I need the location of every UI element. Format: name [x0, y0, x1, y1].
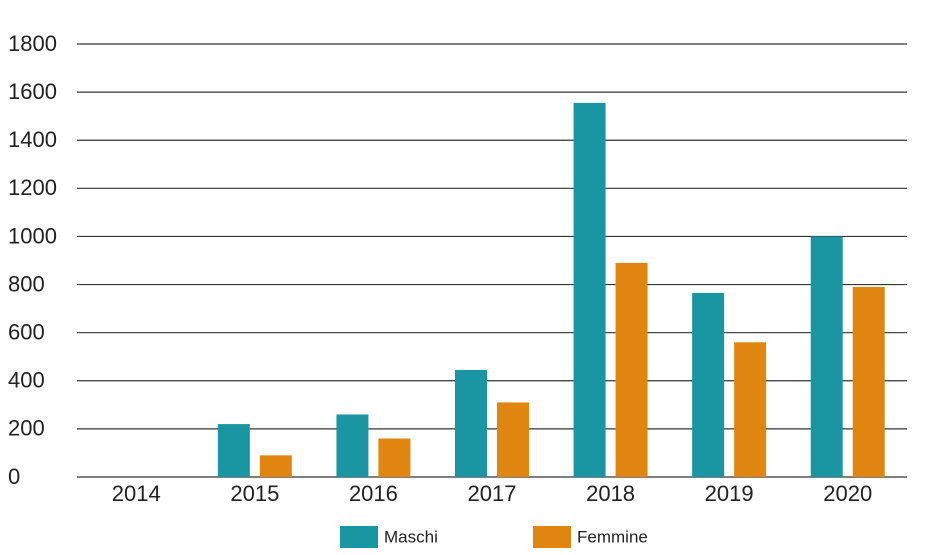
y-tick-label: 800 [8, 271, 45, 296]
x-tick-label: 2020 [823, 481, 872, 506]
legend: Maschi Femmine [340, 526, 648, 548]
bar-femmine-2015 [259, 455, 292, 477]
y-tick-label: 200 [8, 416, 45, 441]
legend-label-maschi: Maschi [384, 527, 438, 546]
bar-femmine-2016 [378, 438, 411, 477]
y-gridlines [77, 43, 907, 478]
x-tick-label: 2017 [468, 481, 517, 506]
x-tick-label: 2016 [349, 481, 398, 506]
y-tick-label: 400 [8, 368, 45, 393]
y-tick-label: 1400 [8, 127, 57, 152]
x-tick-label: 2018 [586, 481, 635, 506]
bar-maschi-2018 [573, 102, 606, 478]
bar-femmine-2017 [497, 402, 529, 477]
bar-maschi-2017 [455, 369, 487, 477]
x-axis-tick-labels: 2014 2015 2016 2017 2018 2019 2020 [112, 481, 872, 506]
legend-swatch-maschi [340, 526, 378, 548]
bar-femmine-2019 [734, 342, 767, 477]
x-tick-label: 2015 [230, 481, 279, 506]
bar-maschi-2016 [336, 414, 369, 477]
y-tick-label: 1200 [8, 175, 57, 200]
y-tick-label: 1000 [8, 223, 57, 248]
x-tick-label: 2014 [112, 481, 161, 506]
y-tick-label: 1800 [8, 31, 57, 56]
x-tick-label: 2019 [705, 481, 754, 506]
bar-femmine-2018 [615, 262, 648, 477]
bar-maschi-2019 [692, 292, 725, 477]
y-tick-label: 0 [8, 464, 20, 489]
bar-femmine-2020 [852, 286, 885, 477]
y-tick-label: 1600 [8, 79, 57, 104]
bars [217, 102, 885, 478]
legend-swatch-femmine [533, 526, 571, 548]
y-axis-tick-labels: 0 200 400 600 800 1000 1200 1400 1600 1800 [8, 31, 57, 489]
legend-label-femmine: Femmine [577, 527, 648, 546]
y-tick-label: 600 [8, 319, 45, 344]
bar-maschi-2015 [217, 424, 250, 477]
bar-maschi-2020 [810, 236, 843, 477]
